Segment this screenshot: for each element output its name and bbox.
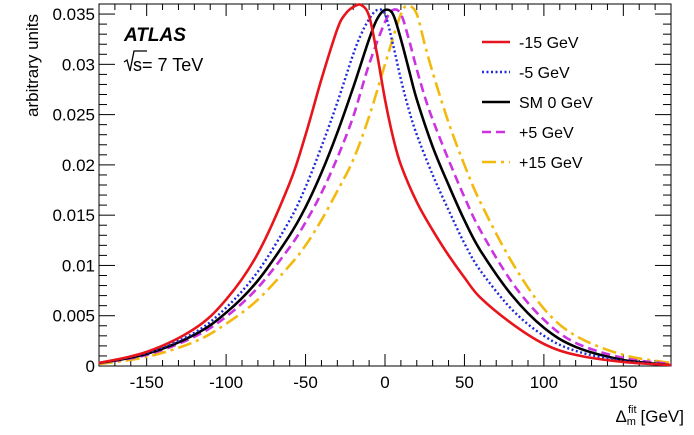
legend-label: SM 0 GeV <box>519 95 593 112</box>
legend-label: -15 GeV <box>519 35 579 52</box>
x-tick-label: 100 <box>530 373 558 392</box>
x-axis-title-sub: m <box>627 416 636 428</box>
y-tick-label: 0.025 <box>52 106 95 125</box>
y-tick-label: 0.005 <box>52 307 95 326</box>
legend-entry-5-gev: -5 GeV <box>482 65 570 82</box>
energy-label-text: s= 7 TeV <box>133 55 203 75</box>
series-line-15-gev <box>98 4 672 366</box>
x-tick-label: -150 <box>130 373 164 392</box>
tick-labels-layer: -150 -100 -50 0 50 100 150 0 0.005 0.01 0.015 0.02 0… <box>52 5 637 392</box>
y-axis-title: arbitrary units <box>23 14 42 117</box>
series-line-sm-0-gev <box>98 8 672 367</box>
x-tick-label: 50 <box>455 373 474 392</box>
legend: -15 GeV -5 GeV SM 0 GeV +5 GeV +15 GeV <box>482 35 593 172</box>
x-tick-label: 150 <box>609 373 637 392</box>
y-tick-label: 0.035 <box>52 5 95 24</box>
x-axis-title: Δmfit [GeV] <box>615 404 684 428</box>
series-line-5-gev <box>98 8 672 366</box>
x-axis-title-unit: [GeV] <box>641 407 684 426</box>
y-tick-label: 0.03 <box>62 55 95 74</box>
legend-label: +5 GeV <box>519 125 574 142</box>
y-tick-label: 0.01 <box>62 256 95 275</box>
series-line-15-gev <box>98 3 672 367</box>
y-tick-label: 0.015 <box>52 206 95 225</box>
y-tick-label: 0 <box>86 357 95 376</box>
energy-label-value: = 7 TeV <box>142 55 203 75</box>
energy-label-s: s <box>133 55 142 75</box>
y-tick-label: 0.02 <box>62 156 95 175</box>
x-axis-title-sup: fit <box>628 404 637 416</box>
legend-entry-15-gev: -15 GeV <box>482 35 579 52</box>
x-tick-label: 0 <box>380 373 389 392</box>
x-tick-label: -50 <box>293 373 318 392</box>
legend-entry-5-gev: +5 GeV <box>482 125 574 142</box>
legend-label: -5 GeV <box>519 65 570 82</box>
sqrt-sign <box>123 50 147 72</box>
atlas-label: ATLAS <box>123 25 186 46</box>
x-tick-label: -100 <box>209 373 243 392</box>
legend-entry-sm-0-gev: SM 0 GeV <box>482 95 593 112</box>
legend-entry-15-gev: +15 GeV <box>482 155 583 172</box>
ticks-layer <box>99 4 671 366</box>
x-axis-title-symbol: Δ <box>615 407 626 426</box>
legend-label: +15 GeV <box>519 155 583 172</box>
series-layer <box>98 3 672 367</box>
energy-label: s= 7 TeV <box>123 50 203 75</box>
